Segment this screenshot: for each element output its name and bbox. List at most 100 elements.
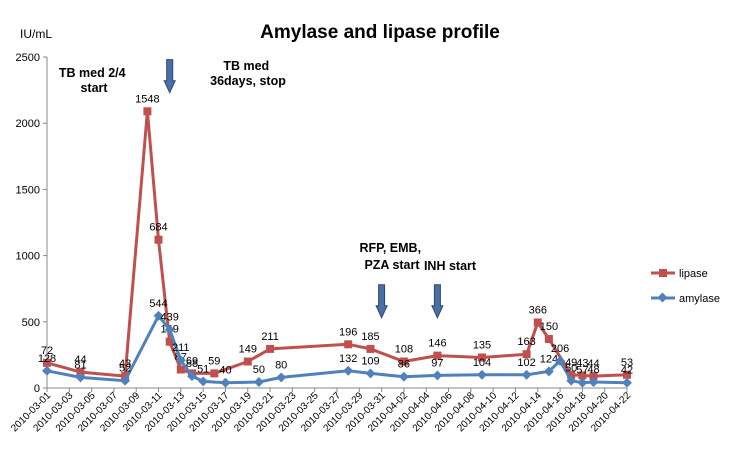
y-axis-unit: IU/mL: [20, 27, 52, 41]
data-point-amylase: [343, 365, 354, 376]
data-label-lipase: 59: [208, 355, 220, 367]
data-point-amylase: [276, 372, 287, 383]
data-point-lipase: [399, 357, 408, 366]
legend-lipase-marker: [659, 269, 667, 277]
annotation-rfp-start-line2: PZA start: [364, 258, 420, 272]
data-label-lipase: 44: [587, 358, 599, 370]
annotation-tb-stop: TB med 36days, stop: [210, 59, 286, 88]
data-label-amylase: 128: [38, 353, 56, 365]
data-label-lipase: 211: [261, 331, 279, 343]
annotations: TB med 2/4 start TB med 36days, stop RFP…: [59, 59, 477, 273]
data-label-lipase: 53: [621, 357, 633, 369]
data-point-lipase: [344, 340, 353, 349]
data-label-lipase: 44: [74, 354, 86, 366]
data-point-lipase: [522, 350, 531, 359]
data-point-amylase: [398, 371, 409, 382]
data-point-amylase: [365, 368, 376, 379]
data-label-amylase: 57: [576, 365, 588, 377]
data-label-amylase: 50: [565, 363, 577, 375]
data-label-amylase: 124: [540, 353, 558, 365]
arrow-inh-start: [431, 284, 444, 320]
annotation-tb-start: TB med 2/4 start: [59, 66, 129, 95]
data-label-amylase: 109: [361, 355, 379, 367]
data-point-lipase: [623, 370, 631, 379]
annotation-tb-stop-line2: 36days, stop: [210, 74, 286, 88]
legend: lipase amylase: [651, 268, 720, 305]
arrow-tb-stop: [163, 59, 176, 94]
data-label-amylase: 88: [186, 358, 198, 370]
legend-amylase-label: amylase: [679, 293, 720, 305]
data-point-amylase: [198, 376, 209, 387]
data-label-lipase: 684: [149, 222, 167, 234]
y-tick-label: 1000: [16, 251, 40, 263]
y-tick-labels: 0 500 1000 1500 2000 2500: [16, 52, 40, 395]
data-label-lipase: 69: [186, 355, 198, 367]
data-point-lipase: [154, 235, 163, 244]
data-point-lipase: [165, 337, 174, 346]
data-point-amylase: [588, 377, 599, 387]
x-tick-labels: 2010-03-012010-03-032010-03-052010-03-07…: [9, 390, 633, 434]
data-point-amylase: [220, 377, 231, 388]
data-point-lipase: [544, 335, 553, 343]
data-point-amylase: [187, 371, 197, 382]
legend-lipase-label: lipase: [679, 268, 708, 280]
annotation-tb-stop-line1: TB med: [223, 59, 269, 73]
data-label-amylase: 211: [172, 342, 190, 354]
data-label-lipase: 108: [395, 344, 413, 356]
data-label-lipase: 1548: [135, 93, 159, 105]
data-point-lipase: [176, 365, 185, 374]
data-label-amylase: 104: [473, 357, 491, 369]
series-lipase: 7244431548684149876959149211196185108146…: [41, 93, 633, 381]
data-label-amylase: 81: [74, 359, 86, 371]
legend-item-lipase: lipase: [651, 268, 708, 280]
y-tick-label: 500: [22, 317, 40, 329]
data-label-lipase: 43: [576, 357, 588, 369]
annotation-inh-start: INH start: [424, 259, 477, 273]
y-tick-label: 0: [34, 383, 40, 395]
data-point-lipase: [478, 353, 486, 362]
data-label-amylase: 206: [551, 343, 569, 355]
annotation-inh-start-line1: INH start: [424, 259, 477, 273]
legend-amylase-marker: [657, 292, 668, 303]
data-label-amylase: 48: [587, 364, 599, 376]
data-point-amylase: [175, 355, 186, 366]
data-point-amylase: [153, 310, 164, 321]
data-point-amylase: [543, 366, 554, 377]
data-label-amylase: 132: [339, 353, 357, 365]
data-label-lipase: 146: [428, 338, 446, 350]
data-label-amylase: 52: [119, 363, 131, 375]
data-label-lipase: 196: [339, 326, 357, 338]
data-point-amylase: [432, 370, 443, 381]
annotation-tb-start-line1: TB med 2/4: [59, 66, 126, 80]
data-point-lipase: [578, 371, 587, 380]
data-label-amylase: 97: [431, 357, 443, 369]
arrow-rfp-start: [375, 284, 388, 320]
y-tick-label: 2500: [16, 52, 40, 64]
data-label-amylase: 80: [275, 359, 287, 371]
data-point-lipase: [533, 318, 542, 327]
data-point-amylase: [477, 369, 487, 380]
data-point-amylase: [566, 375, 577, 386]
data-point-lipase: [589, 372, 598, 381]
legend-item-amylase: amylase: [651, 292, 720, 305]
data-label-lipase: 366: [529, 305, 547, 317]
arrows: [163, 59, 444, 320]
data-label-lipase: 149: [239, 344, 257, 356]
data-label-amylase: 544: [149, 298, 167, 310]
data-point-lipase: [243, 357, 252, 366]
data-point-lipase: [567, 370, 576, 379]
data-label-amylase: 51: [197, 363, 209, 375]
data-label-amylase: 102: [517, 357, 535, 369]
data-point-lipase: [266, 344, 275, 353]
data-label-lipase: 135: [473, 340, 491, 352]
data-point-amylase: [577, 377, 588, 388]
series-line-lipase: [46, 109, 628, 378]
data-point-lipase: [366, 344, 375, 353]
data-label-lipase: 49: [565, 357, 577, 369]
data-point-amylase: [622, 377, 632, 388]
data-point-amylase: [521, 369, 532, 380]
data-label-amylase: 439: [161, 312, 179, 324]
data-point-lipase: [143, 107, 152, 116]
data-label-lipase: 43: [119, 358, 131, 370]
